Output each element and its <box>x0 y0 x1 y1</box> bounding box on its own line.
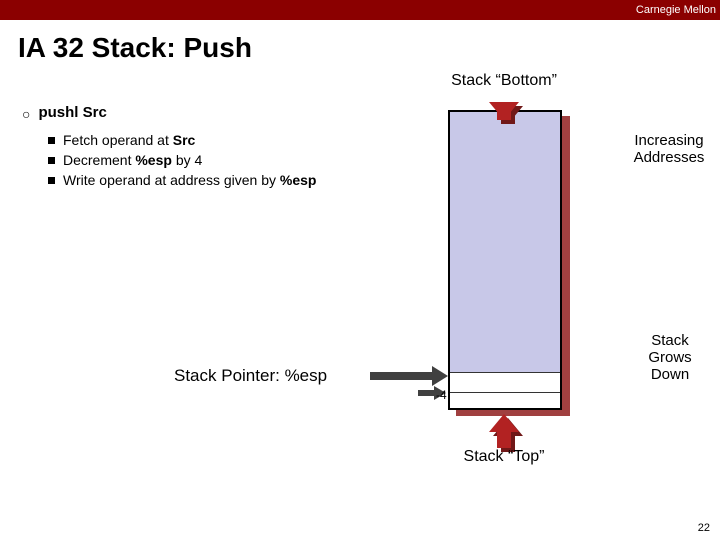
page-number: 22 <box>698 522 710 534</box>
bullet-item-text: Write operand at address given by %esp <box>63 172 316 188</box>
arrow-top-icon <box>489 102 519 120</box>
bullet-level1: ○ pushl Src <box>22 104 402 124</box>
bullet-square-icon <box>48 157 55 164</box>
bullet-item-0: Fetch operand at Src <box>48 132 402 148</box>
arrow-bottom-icon <box>489 414 519 432</box>
stack-rect <box>448 110 562 410</box>
stack-separator <box>450 392 560 393</box>
bullet-item-1: Decrement %esp by 4 <box>48 152 402 168</box>
header-bar: Carnegie Mellon <box>0 0 720 20</box>
bullet-square-icon <box>48 177 55 184</box>
bullet-item-text: Decrement %esp by 4 <box>63 152 202 168</box>
bullet-square-icon <box>48 137 55 144</box>
stack-grows-down-label: Stack Grows Down <box>630 332 710 383</box>
bullet-circle-icon: ○ <box>22 104 30 124</box>
header-text: Carnegie Mellon <box>636 4 716 16</box>
slide-title: IA 32 Stack: Push <box>18 32 720 64</box>
bullet-area: ○ pushl Src Fetch operand at Src Decreme… <box>22 104 402 192</box>
stack-separator <box>450 372 560 373</box>
slide-content: Stack “Bottom” ○ pushl Src Fetch operand… <box>0 70 720 530</box>
stack-bottom-label: Stack “Bottom” <box>444 72 564 90</box>
bullet-item-text: Fetch operand at Src <box>63 132 195 148</box>
stack-pointer-label: Stack Pointer: %esp <box>174 366 327 386</box>
increasing-addresses-label: Increasing Addresses <box>624 132 714 166</box>
bullet-item-2: Write operand at address given by %esp <box>48 172 402 188</box>
bullet-level1-text: pushl Src <box>38 104 106 121</box>
stack-top-label: Stack “Top” <box>444 448 564 466</box>
stack-filled-region <box>450 112 560 372</box>
minus4-label: -4 <box>436 388 447 402</box>
